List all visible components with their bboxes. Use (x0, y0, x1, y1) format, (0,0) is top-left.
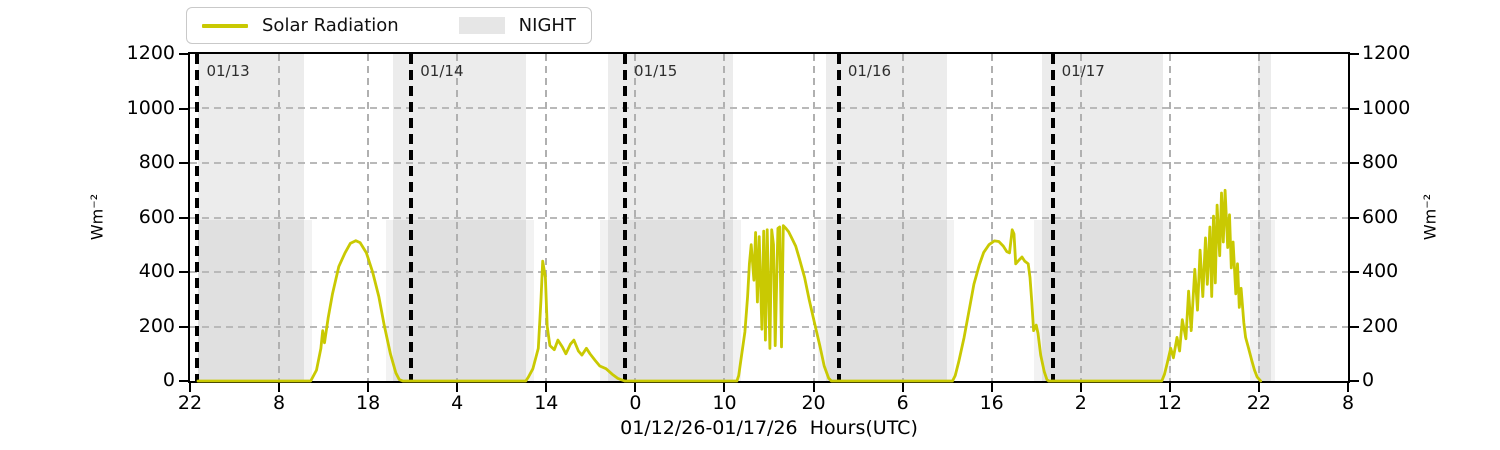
x-tick-mark (723, 383, 726, 392)
day-boundary-line (623, 54, 628, 381)
night-band-lower (1033, 220, 1171, 381)
x-tick-mark (189, 383, 191, 392)
night-band-lower (198, 220, 312, 381)
solar-radiation-line-swatch (202, 23, 248, 28)
day-label: 01/16 (847, 62, 892, 80)
y-tick-label-left: 1000 (126, 96, 175, 119)
legend-label-night: NIGHT (518, 15, 576, 36)
y-gridline (190, 161, 1348, 164)
y-tick-mark-right (1350, 53, 1359, 55)
y-tick-mark-left (179, 380, 188, 382)
y-tick-label-right: 0 (1362, 369, 1375, 391)
x-tick-label: 8 (1341, 392, 1355, 414)
day-label: 01/14 (420, 62, 464, 80)
y-tick-mark-left (179, 325, 188, 328)
day-label: 01/13 (206, 62, 250, 80)
y-tick-mark-right (1350, 216, 1359, 219)
y-gridline (190, 216, 1348, 219)
night-band-lower (818, 220, 955, 381)
y-tick-label-left: 800 (138, 151, 175, 173)
x-tick-mark (1257, 383, 1260, 392)
x-tick-mark (812, 383, 815, 392)
y-axis-label-left: Wm⁻² (87, 193, 107, 241)
day-boundary-line (1050, 54, 1055, 381)
y-tick-label-right: 400 (1362, 260, 1399, 282)
legend: Solar Radiation NIGHT (186, 7, 592, 44)
x-tick-mark (901, 383, 904, 392)
x-tick-mark (1079, 383, 1082, 392)
x-tick-label: 22 (177, 392, 203, 414)
day-label: 01/17 (1061, 62, 1105, 80)
day-boundary-line (195, 54, 200, 381)
x-tick-label: 6 (896, 392, 909, 414)
solar-radiation-polyline (196, 188, 1263, 383)
legend-label-solar-radiation: Solar Radiation (262, 15, 399, 36)
y-tick-mark-right (1350, 162, 1359, 164)
y-tick-mark-left (179, 162, 188, 164)
x-tick-label: 16 (979, 392, 1004, 414)
y-tick-mark-right (1350, 271, 1359, 273)
x-tick-label: 12 (1157, 392, 1182, 414)
plot-area: 01/13 01/14 01/15 01/16 01/17 (188, 52, 1350, 383)
night-fill-swatch (458, 17, 505, 34)
x-tick-mark (545, 383, 548, 392)
y-tick-label-right: 200 (1362, 314, 1399, 337)
y-tick-label-left: 1200 (126, 42, 175, 64)
day-label: 01/15 (634, 62, 678, 80)
day-boundary-line (836, 54, 841, 381)
y-axis-label-right: Wm⁻² (1420, 193, 1440, 241)
x-tick-label: 4 (451, 392, 464, 414)
x-tick-label: 22 (1246, 392, 1272, 414)
x-tick-label: 18 (356, 392, 381, 414)
y-tick-label-left: 0 (162, 369, 175, 391)
x-tick-mark (456, 383, 459, 392)
x-tick-label: 2 (1074, 392, 1087, 414)
x-axis-label: 01/12/26-01/17/26 Hours(UTC) (620, 417, 918, 439)
night-band-lower (1250, 220, 1276, 381)
y-tick-label-right: 800 (1362, 151, 1399, 173)
y-tick-mark-left (179, 107, 188, 110)
x-tick-mark (278, 383, 281, 392)
x-tick-label: 14 (534, 392, 559, 414)
x-tick-mark (1347, 383, 1349, 392)
x-tick-mark (367, 383, 370, 392)
y-tick-label-right: 1200 (1362, 42, 1411, 64)
x-tick-label: 20 (801, 392, 826, 414)
x-tick-label: 8 (273, 392, 286, 414)
y-tick-mark-right (1350, 325, 1359, 328)
solar-radiation-curve (196, 188, 1263, 383)
x-tick-label: 0 (629, 392, 642, 414)
x-tick-mark (1168, 383, 1171, 392)
y-tick-mark-right (1350, 107, 1359, 110)
y-tick-label-left: 200 (138, 314, 175, 337)
x-tick-mark (990, 383, 993, 392)
y-tick-label-right: 600 (1362, 205, 1399, 228)
y-tick-label-left: 600 (138, 205, 175, 228)
y-tick-mark-left (179, 216, 188, 219)
y-tick-mark-left (179, 53, 188, 55)
x-tick-mark (634, 383, 637, 392)
y-gridline (190, 107, 1348, 110)
y-tick-mark-right (1350, 380, 1359, 382)
x-tick-label: 10 (712, 392, 737, 414)
y-tick-label-left: 400 (138, 260, 175, 282)
y-tick-mark-left (179, 271, 188, 273)
y-tick-label-right: 1000 (1362, 96, 1411, 119)
day-boundary-line (409, 54, 414, 381)
